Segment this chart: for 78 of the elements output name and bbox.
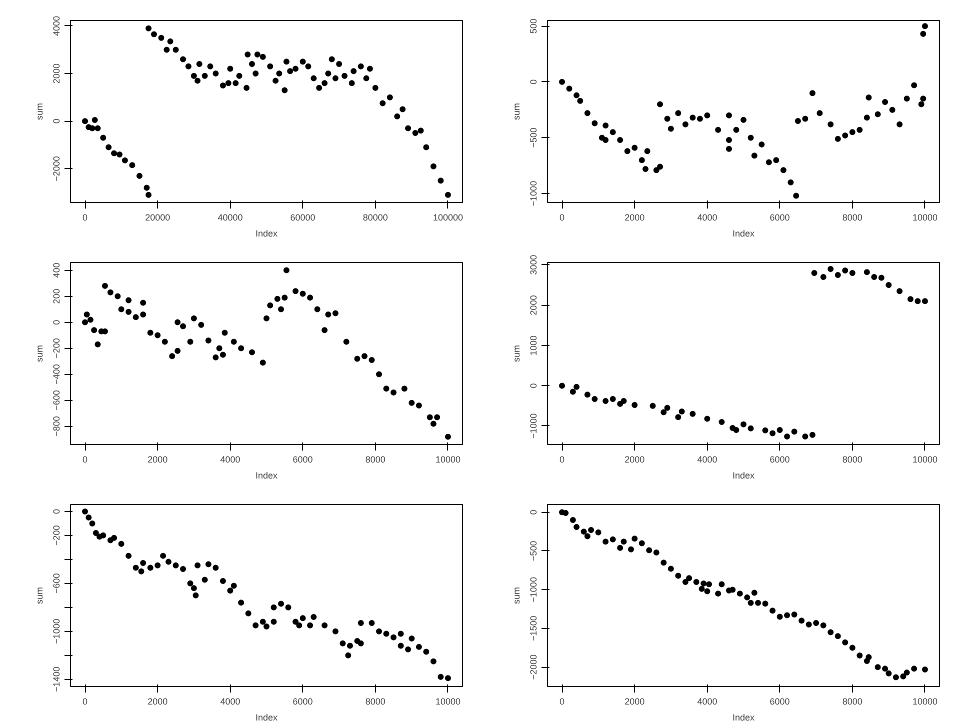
y-tick-label: 0	[528, 510, 538, 515]
x-tick-label: 10000	[912, 696, 938, 706]
y-tick-label: 3000	[528, 254, 538, 275]
y-tick-label: 500	[528, 18, 538, 34]
y-tick-label: 1000	[528, 335, 538, 356]
x-tick-label: 2000	[624, 454, 645, 464]
y-tick-label: 2000	[528, 295, 538, 316]
x-tick-label: 6000	[770, 454, 790, 464]
x-tick-label: 80000	[362, 212, 388, 222]
y-tick-label: 0	[52, 118, 62, 124]
y-tick-label: 4000	[52, 16, 62, 36]
x-tick-label: 8000	[842, 454, 862, 464]
y-tick-label: 2000	[52, 64, 62, 84]
x-tick-label: 4000	[220, 696, 240, 706]
x-axis-title: Index	[255, 712, 278, 722]
x-tick-label: 4000	[697, 696, 718, 706]
y-tick-label: −1400	[52, 666, 62, 692]
x-tick-label: 8000	[842, 212, 862, 222]
y-tick-label: 0	[52, 508, 62, 514]
y-tick-label: −1500	[528, 616, 538, 642]
y-tick-label: −500	[528, 128, 538, 148]
x-tick-label: 8000	[365, 454, 386, 464]
x-tick-label: 6000	[770, 212, 790, 222]
x-tick-label: 2000	[624, 212, 645, 222]
y-tick-label: 0	[528, 79, 538, 84]
x-tick-label: 8000	[842, 696, 862, 706]
y-tick-label: −1000	[528, 180, 538, 206]
x-tick-label: 10000	[912, 454, 938, 464]
y-axis-title: sum	[512, 586, 522, 604]
x-axis-title: Index	[732, 712, 756, 722]
y-tick-label: −1000	[52, 618, 62, 644]
x-tick-label: 10000	[912, 212, 938, 222]
x-tick-label: 0	[82, 212, 88, 222]
x-axis-title: Index	[732, 470, 756, 480]
y-tick-label: 200	[52, 288, 62, 304]
x-tick-label: 10000	[435, 696, 460, 706]
x-tick-label: 8000	[365, 696, 386, 706]
x-tick-label: 0	[560, 696, 565, 706]
y-tick-label: −600	[52, 573, 62, 594]
y-axis-title: sum	[34, 344, 44, 362]
y-tick-label: −2000	[528, 654, 538, 680]
y-axis-title: sum	[512, 344, 522, 362]
y-tick-label: −800	[52, 416, 62, 436]
y-axis-title: sum	[512, 102, 522, 120]
y-tick-label: −1000	[528, 413, 538, 439]
y-tick-label: 0	[528, 383, 538, 388]
x-tick-label: 6000	[292, 454, 313, 464]
y-tick-label: 400	[52, 262, 62, 278]
x-axis-title: Index	[255, 470, 278, 480]
x-tick-label: 10000	[435, 454, 460, 464]
x-axis-title: Index	[732, 228, 756, 238]
y-tick-label: −2000	[52, 156, 62, 182]
x-tick-label: 6000	[770, 696, 790, 706]
y-tick-label: 0	[52, 320, 62, 325]
y-tick-label: −500	[528, 540, 538, 562]
y-tick-label: −400	[52, 364, 62, 384]
x-tick-label: 2000	[624, 696, 645, 706]
x-tick-label: 0	[82, 454, 88, 464]
x-tick-label: 0	[560, 454, 565, 464]
x-tick-label: 20000	[145, 212, 170, 222]
y-axis-title: sum	[34, 586, 44, 604]
x-tick-label: 4000	[697, 212, 718, 222]
x-tick-label: 0	[82, 696, 88, 706]
y-axis-title: sum	[34, 102, 44, 120]
x-tick-label: 2000	[148, 696, 168, 706]
x-tick-label: 2000	[148, 454, 168, 464]
x-tick-label: 4000	[697, 454, 718, 464]
x-tick-label: 100000	[432, 212, 464, 222]
x-tick-label: 40000	[218, 212, 243, 222]
y-tick-label: −200	[52, 525, 62, 546]
x-axis-title: Index	[255, 228, 278, 238]
y-tick-label: −1000	[528, 577, 538, 602]
x-tick-label: 60000	[290, 212, 316, 222]
x-tick-label: 4000	[220, 454, 240, 464]
x-tick-label: 0	[560, 212, 565, 222]
y-tick-label: −600	[52, 390, 62, 410]
x-tick-label: 6000	[292, 696, 313, 706]
y-tick-label: −200	[52, 338, 62, 358]
